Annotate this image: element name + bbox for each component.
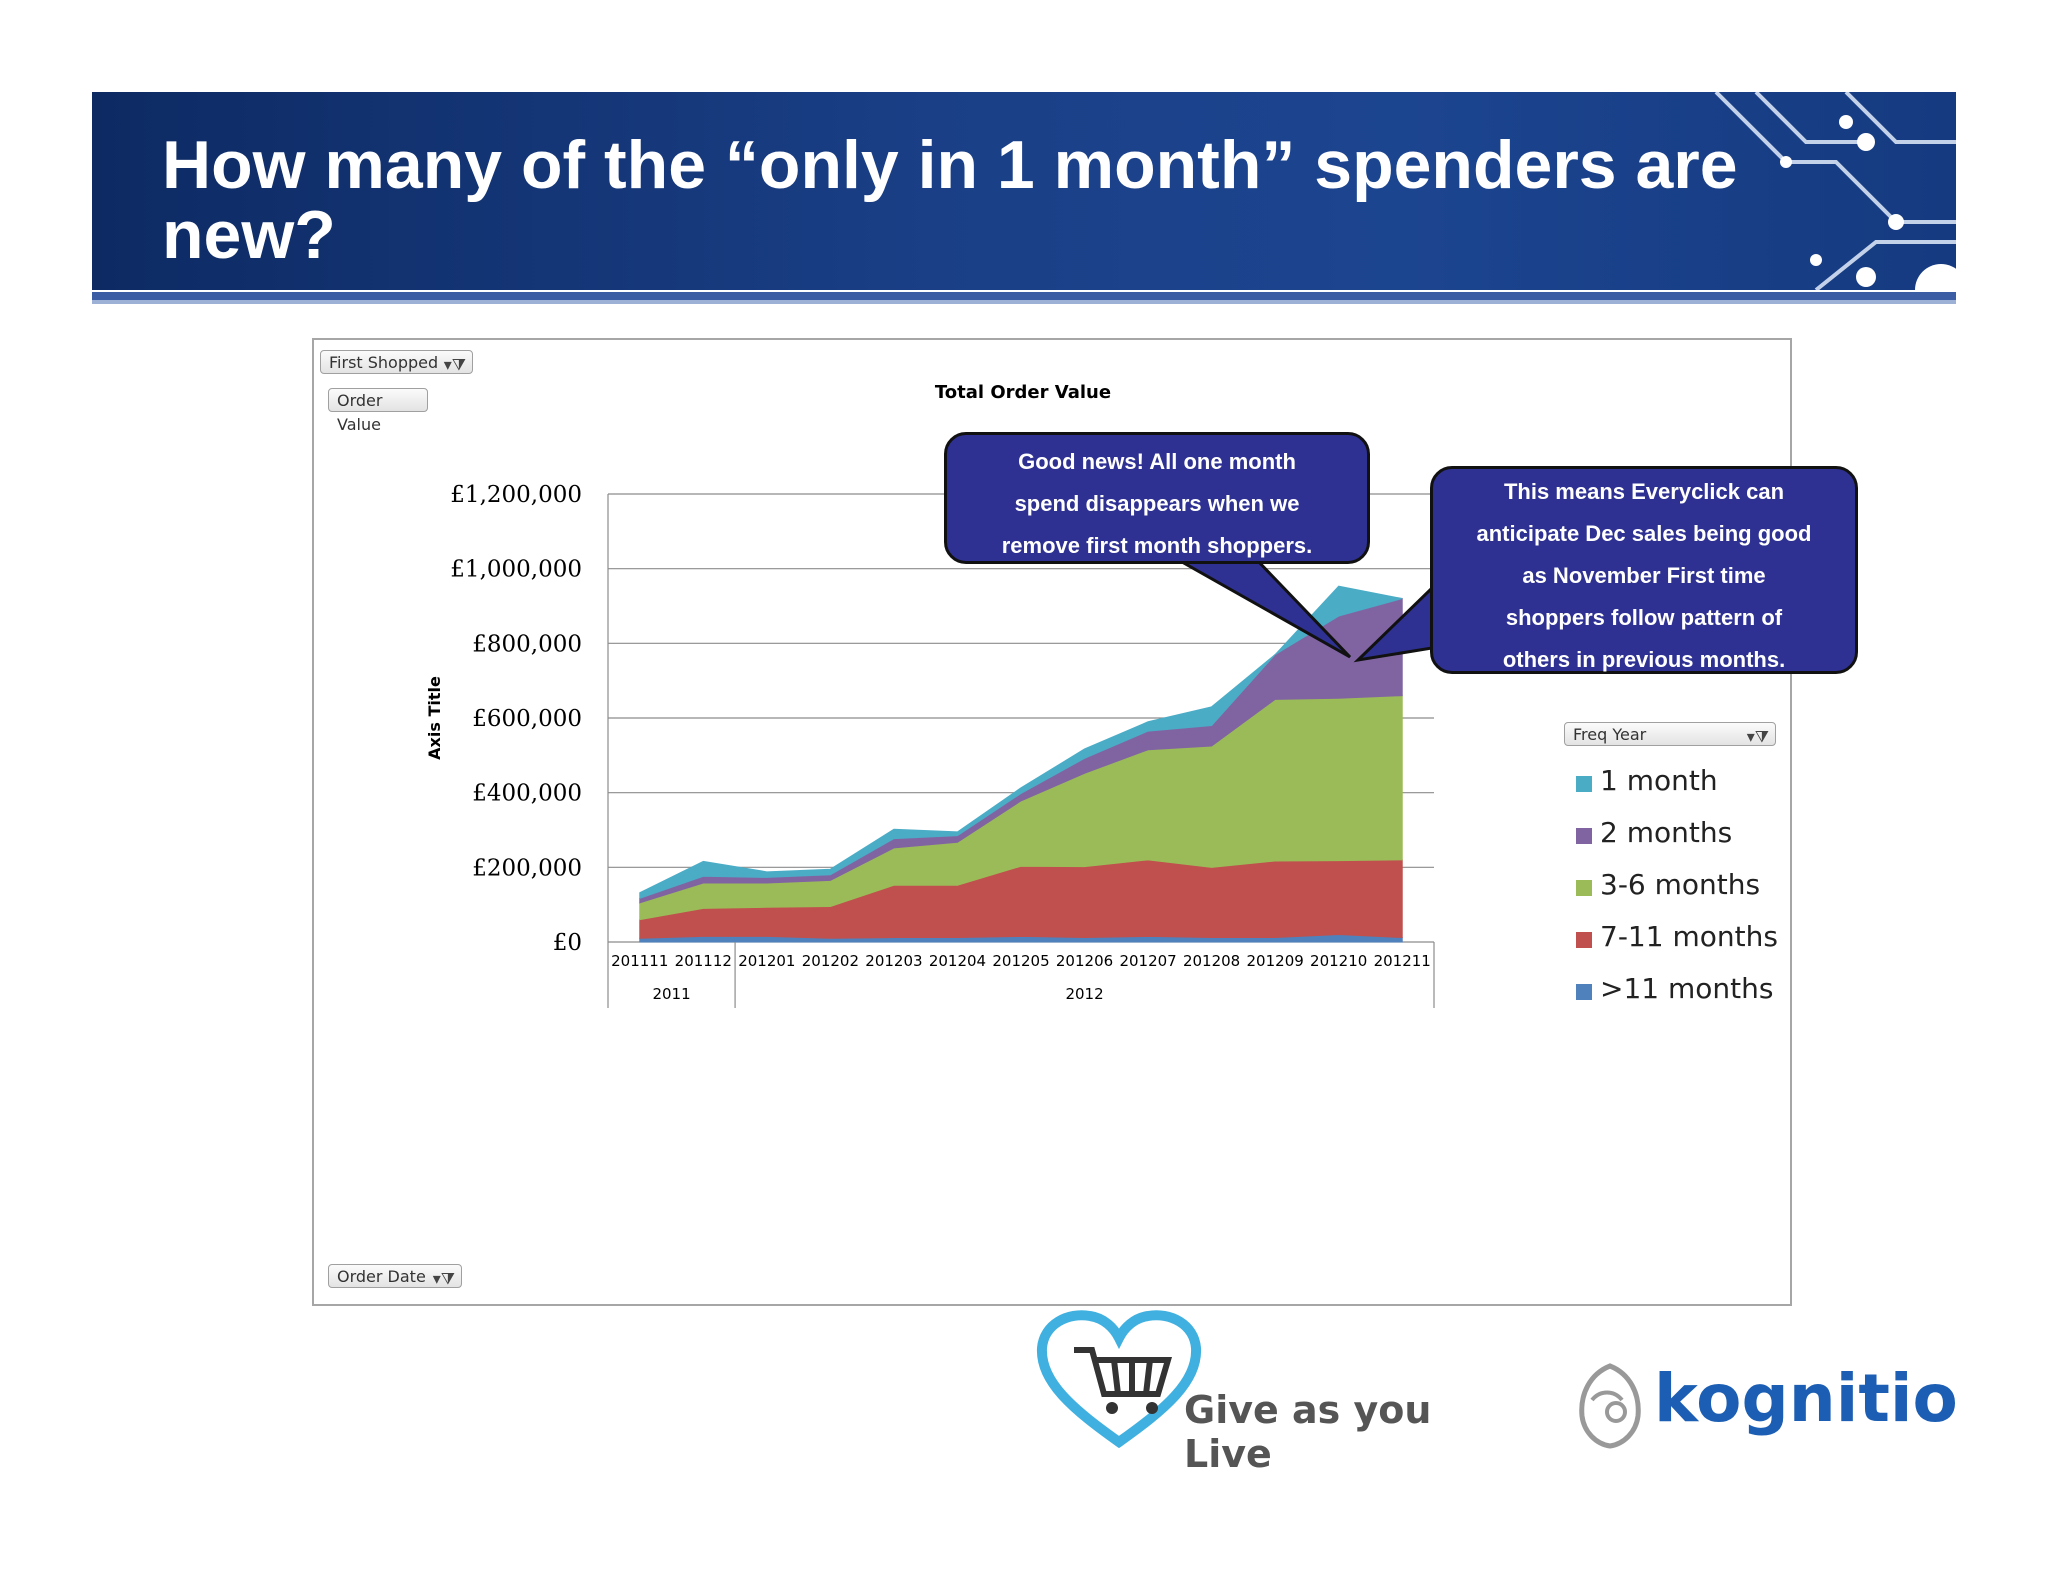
- y-tick-label: £0: [553, 930, 582, 956]
- left-callout-line: spend disappears when we: [1014, 491, 1300, 516]
- x-tick-label: 201202: [802, 952, 859, 970]
- y-tick-label: £200,000: [472, 855, 582, 881]
- right-callout: This means Everyclick can anticipate Dec…: [1430, 466, 1858, 674]
- x-tick-label: 201111: [611, 952, 668, 970]
- x-tick-label: 201207: [1119, 952, 1176, 970]
- legend-item: >11 months: [1600, 972, 1774, 1005]
- order-value-field-button[interactable]: Order Value: [328, 388, 428, 434]
- year-group-label: 2012: [1065, 985, 1103, 1003]
- legend-swatch: [1576, 880, 1592, 896]
- y-tick-label: £600,000: [472, 706, 582, 732]
- left-callout-line: remove first month shoppers.: [1001, 533, 1313, 558]
- left-callout: Good news! All one month spend disappear…: [944, 432, 1370, 564]
- legend-swatch: [1576, 984, 1592, 1000]
- x-tick-label: 201205: [992, 952, 1049, 970]
- y-tick-label: £800,000: [472, 631, 582, 657]
- legend-swatch: [1576, 932, 1592, 948]
- give-as-you-live-text: Give as you Live: [1184, 1388, 1432, 1476]
- right-callout-line: shoppers follow pattern of: [1505, 605, 1783, 630]
- left-callout-pointer: [1169, 556, 1352, 659]
- x-tick-label: 201112: [675, 952, 732, 970]
- x-tick-label: 201206: [1056, 952, 1113, 970]
- x-tick-label: 201211: [1374, 952, 1431, 970]
- left-callout-line: Good news! All one month: [1018, 449, 1296, 474]
- right-callout-line: This means Everyclick can: [1503, 479, 1785, 504]
- chart-title: Total Order Value: [935, 382, 1111, 403]
- funnel-icon[interactable]: ▾⧩: [443, 355, 466, 374]
- right-callout-pointer: [1353, 584, 1434, 663]
- legend-swatch: [1576, 776, 1592, 792]
- circuit-decoration: [1714, 92, 1956, 290]
- funnel-icon[interactable]: ▾⧩: [1746, 727, 1769, 746]
- title-banner: How many of the “only in 1 month” spende…: [92, 92, 1956, 290]
- x-tick-label: 201209: [1247, 952, 1304, 970]
- area-series-1-month: [639, 585, 1403, 900]
- banner-divider-light: [92, 300, 1956, 304]
- stacked-area-chart: Total Order Value Axis Title £0 £200,000 £40…: [425, 382, 1435, 1008]
- year-group-label: 2011: [652, 985, 690, 1003]
- freq-year-label: Freq Year: [1573, 725, 1647, 744]
- legend-item: 3-6 months: [1600, 868, 1761, 901]
- x-tick-label: 201204: [929, 952, 986, 970]
- y-tick-label: £1,200,000: [450, 482, 582, 508]
- y-axis-title: Axis Title: [425, 676, 444, 760]
- first-shopped-filter-button[interactable]: First Shopped ▾⧩: [320, 350, 473, 374]
- order-date-label: Order Date: [337, 1267, 426, 1286]
- slide-title: How many of the “only in 1 month” spende…: [162, 127, 1738, 273]
- owl-icon: [1579, 1363, 1641, 1449]
- first-shopped-label: First Shopped: [329, 353, 439, 372]
- freq-year-filter-button[interactable]: Freq Year ▾⧩: [1564, 722, 1776, 746]
- banner-divider: [92, 292, 1956, 300]
- legend-item: 2 months: [1600, 816, 1733, 849]
- funnel-icon[interactable]: ▾⧩: [432, 1269, 455, 1288]
- x-tick-label: 201208: [1183, 952, 1240, 970]
- y-tick-label: £400,000: [472, 781, 582, 807]
- right-callout-line: anticipate Dec sales being good: [1476, 521, 1812, 546]
- right-callout-line: as November First time: [1522, 563, 1766, 588]
- order-date-field-button[interactable]: Order Date ▾⧩: [328, 1264, 462, 1288]
- legend-item: 7-11 months: [1600, 920, 1778, 953]
- y-tick-label: £1,000,000: [450, 557, 582, 583]
- x-tick-label: 201210: [1310, 952, 1367, 970]
- kognitio-text: kognitio: [1654, 1360, 1958, 1437]
- x-tick-label: 201201: [738, 952, 795, 970]
- legend-item: 1 month: [1600, 764, 1718, 797]
- heart-cart-icon: [1036, 1310, 1202, 1449]
- right-callout-line: others in previous months.: [1502, 647, 1786, 672]
- kognitio-logo: kognitio: [1570, 1360, 1958, 1460]
- give-as-you-live-logo: Give as you Live: [1034, 1310, 1474, 1476]
- legend-swatch: [1576, 828, 1592, 844]
- order-value-label: Order Value: [337, 391, 383, 434]
- x-tick-label: 201203: [865, 952, 922, 970]
